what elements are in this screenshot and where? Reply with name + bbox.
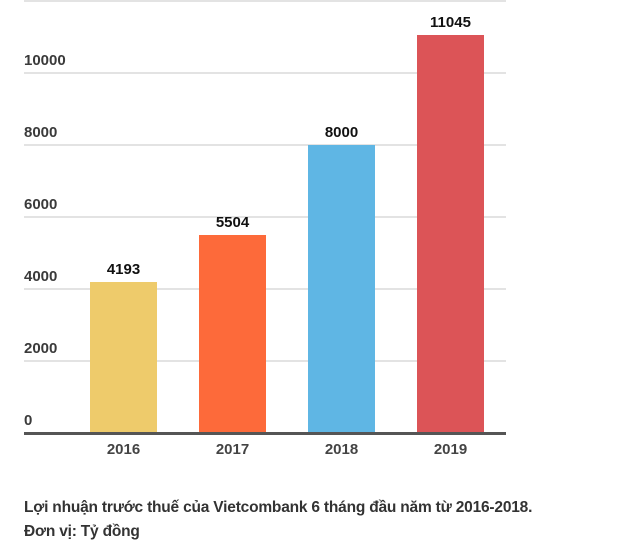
x-axis-line <box>24 432 506 435</box>
y-tick-label: 8000 <box>24 124 58 141</box>
gridline <box>24 216 506 218</box>
x-tick-label: 2018 <box>324 441 359 458</box>
bar-2019 <box>417 35 484 433</box>
value-label: 5504 <box>215 213 250 231</box>
bar-2018 <box>308 145 375 433</box>
value-label: 4193 <box>106 261 141 279</box>
bar-2017 <box>199 234 266 433</box>
value-label: 11045 <box>430 14 471 32</box>
value-label: 8000 <box>324 124 359 141</box>
y-tick-label: 6000 <box>24 196 58 213</box>
bar-2016 <box>90 282 157 433</box>
y-tick-label: 2000 <box>24 340 58 357</box>
x-tick-label: 2019 <box>433 441 468 458</box>
gridline <box>24 0 506 2</box>
caption-unit: Đơn vị: Tỷ đồng <box>24 523 140 540</box>
chart-caption: Lợi nhuận trước thuế của Vietcombank 6 t… <box>24 496 532 544</box>
y-tick-label: 4000 <box>24 268 58 285</box>
caption-title: Lợi nhuận trước thuế của Vietcombank 6 t… <box>24 499 533 516</box>
gridline <box>24 144 506 146</box>
gridline <box>24 72 506 74</box>
y-tick-label: 0 <box>24 412 33 429</box>
x-tick-label: 2017 <box>215 441 250 458</box>
y-tick-label: 10000 <box>24 52 66 69</box>
bar-chart: 0 2000 4000 6000 8000 10000 4193 2016 5504 2017 80… <box>24 0 506 458</box>
x-tick-label: 2016 <box>106 441 141 458</box>
